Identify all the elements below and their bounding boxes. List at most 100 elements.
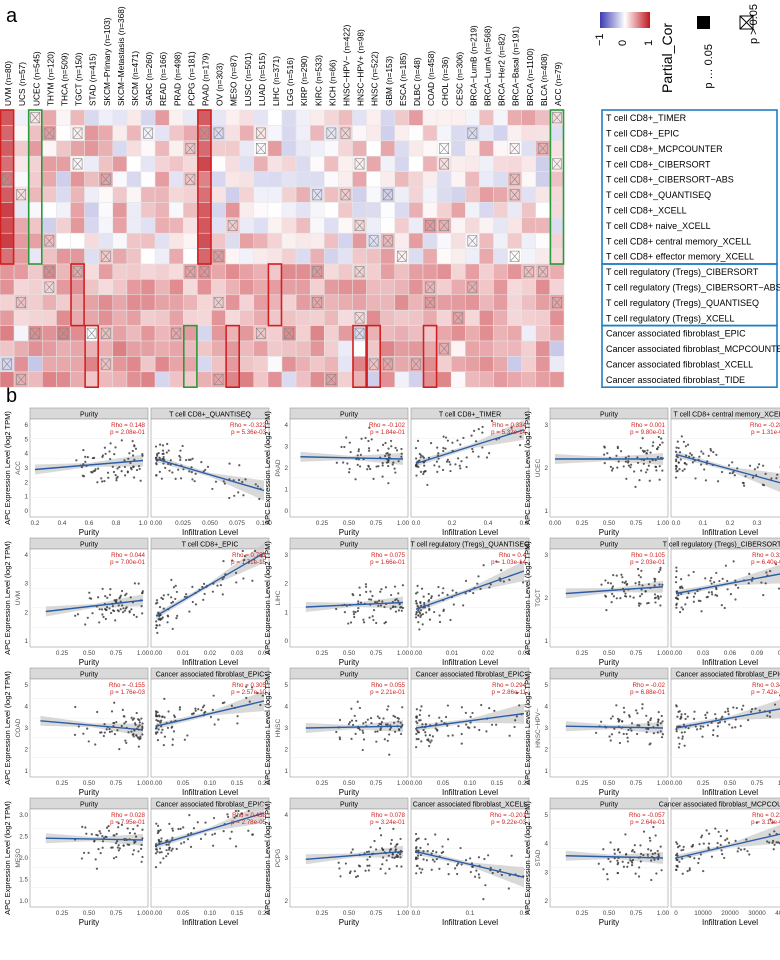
data-point: [229, 837, 232, 840]
data-point: [380, 588, 383, 591]
data-point: [769, 569, 772, 573]
heatmap-cell: [0, 125, 15, 142]
heatmap-cell: [197, 325, 212, 342]
data-point: [387, 459, 390, 462]
nonsig-mark: [199, 127, 210, 139]
highlight-box: [267, 263, 283, 327]
nonsig-mark: [100, 173, 111, 185]
data-point: [160, 731, 163, 734]
x-tick-label: 0.00: [150, 520, 163, 527]
data-point: [397, 460, 400, 463]
data-point: [172, 586, 176, 589]
heatmap-cell: [366, 371, 381, 388]
rho-label: Rho = 0.075: [371, 552, 405, 559]
data-point: [684, 454, 688, 457]
data-point: [706, 724, 710, 727]
data-point: [105, 608, 108, 611]
nonsig-mark: [354, 327, 365, 339]
data-point: [710, 576, 713, 580]
data-point: [694, 725, 697, 728]
heatmap-cell: [140, 202, 156, 219]
facet-strip-label: Cancer associated fibroblast_EPIC: [416, 672, 525, 679]
data-point: [606, 873, 609, 876]
heatmap-cell: [479, 232, 494, 249]
data-point: [750, 708, 754, 711]
heatmap-cell: [56, 294, 71, 311]
heatmap-cell: [281, 248, 297, 265]
data-point: [389, 848, 393, 851]
heatmap-cell: [295, 202, 311, 219]
data-point: [160, 719, 163, 722]
heatmap-cell: [98, 309, 114, 326]
data-point: [606, 878, 609, 881]
data-point: [440, 720, 443, 723]
y-tick-label: 0: [24, 508, 28, 515]
data-point: [366, 468, 369, 471]
data-point: [159, 861, 162, 864]
data-point: [163, 716, 166, 719]
column-label: HNSC−HPV− (n=422): [341, 24, 351, 106]
data-point: [117, 822, 120, 825]
data-point: [104, 452, 107, 455]
data-point: [471, 450, 475, 453]
nonsig-mark: [2, 173, 12, 185]
data-point: [136, 824, 139, 827]
heatmap-cell: [408, 186, 424, 203]
heatmap-cell: [450, 340, 466, 357]
nonsig-mark: [312, 189, 323, 201]
heatmap-cell: [140, 371, 156, 388]
data-point: [414, 616, 418, 619]
data-point: [621, 720, 624, 723]
x-tick-label: 0.25: [56, 650, 69, 657]
heatmap-cell: [479, 217, 494, 234]
nonsig-mark: [411, 358, 421, 370]
x-tick-label: 0.50: [603, 520, 616, 527]
data-point: [179, 827, 182, 830]
heatmap-cell: [42, 140, 57, 157]
heatmap-cell: [112, 294, 128, 311]
highlight-box: [225, 324, 241, 389]
heatmap-cell: [225, 263, 240, 280]
nonsig-mark: [467, 235, 478, 247]
data-point: [631, 858, 635, 862]
heatmap-cell: [338, 140, 353, 157]
heatmap-cell: [493, 356, 508, 373]
nonsig-mark: [439, 158, 450, 170]
data-point: [490, 419, 494, 423]
data-point: [645, 731, 648, 734]
heatmap-cell: [183, 202, 198, 219]
heatmap-cell: [535, 356, 551, 373]
data-point: [201, 706, 205, 709]
data-point: [619, 450, 623, 453]
nonsig-mark: [326, 127, 337, 139]
data-point: [171, 836, 174, 839]
p-label: p = 2.08e-01: [110, 429, 145, 436]
data-point: [680, 585, 683, 588]
data-point: [430, 595, 433, 598]
data-point: [611, 467, 614, 470]
y-tick-label: 4: [284, 704, 288, 711]
data-point: [132, 828, 135, 831]
data-point: [642, 462, 645, 465]
heatmap-cell: [168, 155, 184, 172]
data-point: [387, 482, 390, 485]
data-point: [638, 604, 641, 607]
data-point: [344, 862, 347, 865]
nonsig-mark: [256, 127, 266, 139]
highlight-box: [197, 109, 212, 265]
nonsig-mark: [340, 127, 351, 139]
data-point: [139, 735, 142, 738]
nonsig-mark: [523, 266, 534, 278]
heatmap-cell: [211, 325, 226, 342]
x-tick-label: 0.02: [204, 650, 217, 657]
heatmap-cell: [281, 356, 297, 373]
data-point: [693, 857, 696, 860]
data-point: [381, 462, 384, 465]
data-point: [93, 839, 96, 843]
data-point: [420, 740, 423, 743]
data-point: [351, 848, 354, 851]
data-point: [171, 627, 174, 631]
data-point: [475, 869, 478, 872]
data-point: [101, 613, 104, 616]
data-point: [157, 830, 160, 833]
